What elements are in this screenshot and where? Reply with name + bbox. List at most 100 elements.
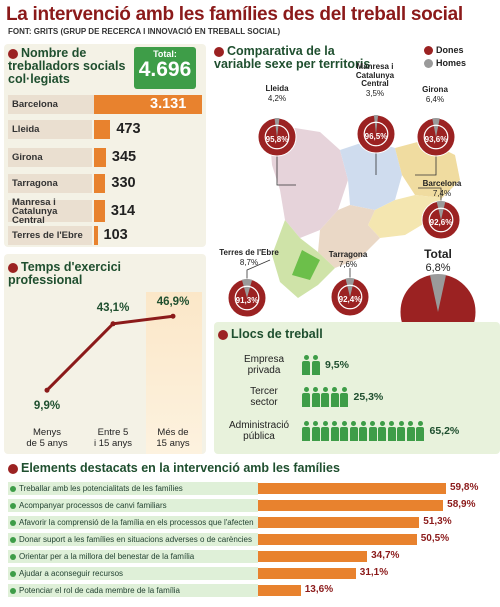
region-bar (94, 200, 105, 222)
llocs-value: 65,2% (429, 425, 460, 437)
person-icon (302, 387, 310, 407)
person-head (322, 421, 328, 426)
element-label-text: Ajudar a aconseguir recursos (19, 569, 124, 578)
element-bar (258, 534, 417, 545)
person-head (379, 421, 385, 426)
region-value: 103 (103, 227, 128, 243)
pie-title: Tarragona (328, 250, 368, 259)
section-bullet-icon (8, 464, 18, 474)
person-body (378, 427, 386, 441)
element-bar (258, 517, 420, 528)
person-icon (340, 421, 348, 441)
pie-homes-label: 3,5% (365, 88, 385, 98)
region-bar (94, 120, 111, 139)
legend-homes: Homes (424, 57, 466, 70)
element-value: 51,3% (423, 516, 452, 527)
element-label: Acompanyar processos de canvi familiars (8, 499, 258, 512)
element-bullet-icon (10, 536, 16, 543)
temps-category: Menys de 5 anys (26, 427, 68, 449)
person-icon (302, 355, 310, 375)
pie-homes-label: 8,7% (239, 257, 259, 267)
element-value: 13,6% (304, 584, 334, 595)
legend: Dones Homes (424, 44, 466, 70)
element-label: Afavorir la comprensió de la família en … (8, 516, 258, 529)
map-ebre-inner (292, 250, 320, 280)
person-icon (311, 421, 320, 441)
person-icon (368, 421, 377, 441)
region-value: 345 (111, 149, 137, 165)
person-head (313, 421, 318, 426)
llocs-label: Empresa privada (243, 354, 284, 376)
person-head (389, 421, 394, 426)
temps-point (170, 313, 176, 319)
element-bar (258, 500, 444, 511)
element-bullet-icon (10, 587, 16, 594)
element-bullet-icon (10, 519, 16, 526)
element-label: Donar suport a les famílies en situacion… (8, 533, 258, 546)
person-head (313, 355, 318, 360)
person-head (351, 421, 356, 426)
element-bar (258, 568, 356, 579)
total-label: Total: (153, 49, 177, 59)
temps-value: 43,1% (96, 301, 130, 314)
region-bar (94, 148, 106, 167)
source-note: FONT: GRITS (GRUP DE RECERCA I INNOVACIÓ… (8, 27, 281, 36)
section-bullet-icon (8, 263, 18, 273)
element-value: 58,9% (447, 499, 476, 510)
person-head (303, 421, 309, 426)
person-body (397, 427, 405, 441)
element-label-text: Acompanyar processos de canvi familiars (19, 501, 167, 510)
person-body (302, 427, 310, 441)
temps-value: 46,9% (156, 296, 190, 309)
person-body (302, 393, 310, 407)
person-icon (302, 421, 310, 441)
element-bullet-icon (10, 485, 16, 492)
person-body (330, 393, 339, 407)
person-body (359, 427, 367, 441)
element-bullet-icon (10, 502, 16, 509)
person-body (330, 427, 339, 441)
element-label-text: Donar suport a les famílies en situacion… (19, 535, 253, 544)
person-icon (330, 387, 339, 407)
region-bar (94, 226, 98, 245)
person-icon (330, 421, 339, 441)
map-central (340, 140, 402, 210)
person-head (417, 421, 423, 426)
llocs-title: Llocs de treball (218, 328, 323, 341)
temps-line-chart (44, 313, 176, 393)
element-bar (258, 483, 446, 494)
person-icon (359, 421, 367, 441)
pie-title: Barcelona (422, 179, 462, 188)
element-label: Potenciar el rol de cada membre de la fa… (8, 584, 258, 597)
llocs-value: 9,5% (325, 359, 349, 371)
element-label-text: Potenciar el rol de cada membre de la fa… (19, 586, 180, 595)
person-icon (387, 421, 396, 441)
person-body (311, 361, 320, 375)
person-body (321, 427, 329, 441)
llocs-value: 25,3% (353, 391, 384, 403)
element-bar (258, 585, 301, 596)
person-body (302, 361, 310, 375)
person-icon (397, 421, 405, 441)
person-head (313, 387, 318, 392)
element-label-text: Orientar per a la millora del benestar d… (19, 552, 195, 561)
element-value: 31,1% (359, 567, 389, 578)
region-value: 330 (111, 175, 136, 191)
person-body (340, 393, 348, 407)
section-bullet-icon (218, 330, 228, 340)
pie-homes-label: 6,4% (425, 94, 445, 104)
total-badge: Total: 4.696 (134, 47, 196, 89)
elements-title: Elements destacats en la intervenció amb… (8, 462, 340, 475)
element-bullet-icon (10, 570, 16, 577)
person-icon (321, 421, 329, 441)
temps-line (45, 314, 174, 392)
llocs-label: Tercer sector (250, 386, 278, 408)
pie-title: Girona (422, 85, 448, 94)
comparativa-title: Comparativa de la variable sexe per terr… (214, 44, 371, 71)
person-head (332, 387, 337, 392)
region-label: Manresa i Catalunya Central (8, 197, 92, 225)
person-icon (416, 421, 424, 441)
person-icon (311, 387, 320, 407)
person-head (341, 421, 347, 426)
person-icon (406, 421, 415, 441)
